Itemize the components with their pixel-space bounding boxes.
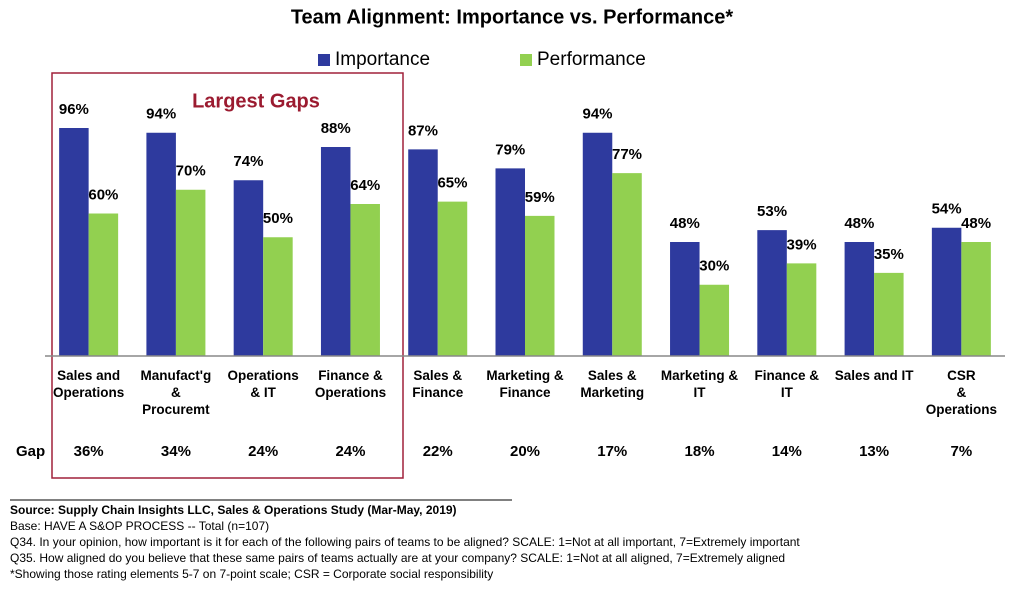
highlight-label: Largest Gaps	[192, 90, 320, 112]
bar	[350, 204, 380, 356]
x-tick-label: Sales and Operations	[53, 368, 124, 400]
bar	[874, 272, 904, 356]
x-tick-label: Marketing & Finance	[486, 368, 564, 400]
gap-value: 17%	[597, 443, 627, 460]
data-label: 59%	[525, 189, 555, 206]
gap-value: 34%	[161, 443, 191, 460]
bar	[612, 173, 642, 356]
data-label: 53%	[757, 203, 787, 220]
bar	[408, 149, 438, 356]
x-tick-label: Manufact'g & Procuremt	[141, 368, 212, 417]
bar	[931, 227, 962, 356]
data-label: 94%	[583, 106, 613, 123]
gap-value: 20%	[510, 443, 540, 460]
gap-value: 36%	[74, 443, 104, 460]
data-label: 79%	[495, 141, 525, 158]
data-label: 70%	[176, 163, 206, 180]
x-tick-label: CSR & Operations	[926, 368, 997, 417]
data-label: 48%	[961, 215, 991, 232]
data-label: 77%	[612, 146, 642, 163]
chart-title: Team Alignment: Importance vs. Performan…	[291, 6, 734, 28]
footnote: Q34. In your opinion, how important is i…	[10, 535, 800, 549]
data-label: 48%	[670, 215, 700, 232]
gap-value: 22%	[423, 443, 453, 460]
data-label: 54%	[932, 201, 962, 218]
bar	[495, 168, 525, 356]
data-label: 74%	[233, 153, 263, 170]
footnote: *Showing those rating elements 5-7 on 7-…	[10, 567, 493, 581]
gap-value: 14%	[772, 443, 802, 460]
legend-swatch	[318, 54, 330, 66]
bar	[263, 237, 293, 356]
bar	[437, 201, 468, 356]
legend-label: Importance	[335, 49, 430, 70]
x-tick-label: Operations & IT	[228, 368, 299, 400]
bar	[146, 132, 176, 356]
bar	[582, 132, 613, 356]
bar	[88, 213, 119, 356]
data-label: 87%	[408, 122, 438, 139]
legend-label: Performance	[537, 49, 646, 70]
gap-value: 18%	[685, 443, 715, 460]
bar	[844, 242, 875, 356]
data-label: 96%	[59, 101, 89, 118]
x-tick-label: Sales & Marketing	[580, 368, 644, 400]
data-label: 88%	[321, 120, 351, 137]
data-label: 65%	[437, 175, 467, 192]
bar	[320, 147, 351, 356]
x-tick-label: Sales and IT	[835, 368, 915, 383]
data-label: 94%	[146, 106, 176, 123]
x-tick-label: Finance & Operations	[315, 368, 386, 400]
footnote: Q35. How aligned do you believe that the…	[10, 551, 785, 565]
gap-value: 13%	[859, 443, 889, 460]
bar	[757, 230, 787, 356]
gap-value: 7%	[951, 443, 973, 460]
data-label: 30%	[699, 258, 729, 275]
x-tick-label: Sales & Finance	[412, 368, 464, 400]
bar	[961, 242, 991, 356]
gap-value: 24%	[248, 443, 278, 460]
highlight-box	[51, 72, 404, 479]
bar	[233, 180, 264, 356]
x-tick-label: Marketing & IT	[661, 368, 739, 400]
footnote: Base: HAVE A S&OP PROCESS -- Total (n=10…	[10, 519, 269, 533]
bar	[670, 242, 700, 356]
bar	[786, 263, 817, 356]
bar	[59, 128, 89, 356]
bar	[525, 215, 555, 356]
gap-value: 24%	[335, 443, 365, 460]
bar	[699, 284, 730, 356]
data-label: 60%	[88, 186, 118, 203]
data-label: 64%	[350, 177, 380, 194]
data-label: 48%	[844, 215, 874, 232]
legend-swatch	[520, 54, 532, 66]
source: Source: Supply Chain Insights LLC, Sales…	[10, 503, 457, 517]
bar	[175, 189, 206, 356]
data-label: 39%	[787, 236, 817, 253]
x-tick-label: Finance & IT	[755, 368, 820, 400]
data-label: 35%	[874, 246, 904, 263]
data-label: 50%	[263, 210, 293, 227]
gap-title: Gap	[16, 443, 45, 460]
